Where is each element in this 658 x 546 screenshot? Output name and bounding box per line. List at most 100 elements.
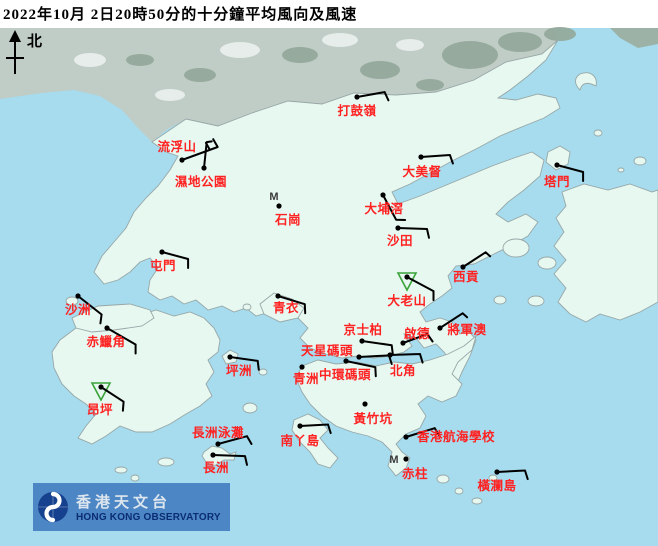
station-tates-cairn-triangle-marker xyxy=(396,272,418,292)
station-sha-chau-wind-barb xyxy=(77,295,103,325)
station-green-island-dot xyxy=(299,364,305,370)
station-shek-kong-label: 石崗 xyxy=(274,212,301,227)
station-ta-kwu-ling-dot xyxy=(354,94,360,100)
station-tseung-kwan-o-dot xyxy=(437,325,443,331)
station-wetland-park-label: 濕地公園 xyxy=(175,174,227,189)
station-tsing-yi-wind-barb xyxy=(277,295,307,315)
station-tates-cairn-label: 大老山 xyxy=(387,293,426,308)
station-cheung-chau-beach-label: 長洲泳灘 xyxy=(192,425,244,440)
station-central-pier-wind-barb xyxy=(345,360,377,378)
station-tai-mei-tuk-dot xyxy=(418,154,424,160)
station-star-ferry-pier-label: 天星碼頭 xyxy=(301,343,353,358)
station-cheung-chau-beach-dot xyxy=(215,441,221,447)
station-kings-park-wind-barb xyxy=(361,340,394,356)
tap-mun-island xyxy=(545,145,571,171)
station-peng-chau-label: 坪洲 xyxy=(226,364,252,378)
station-north-point-wind-barb xyxy=(389,353,424,364)
station-sha-chau-dot xyxy=(75,293,81,299)
station-tap-mun-label: 塔門 xyxy=(544,174,570,189)
station-tuen-mun-wind-barb xyxy=(161,251,190,269)
station-lau-fau-shan-label: 流浮山 xyxy=(157,139,196,154)
station-ngong-ping-wind-barb xyxy=(100,386,125,412)
station-tsing-yi-dot xyxy=(275,293,281,299)
station-stanley-dot xyxy=(403,456,409,462)
station-chek-lap-kok-dot xyxy=(104,325,110,331)
hko-logo-icon xyxy=(38,491,68,523)
station-cheung-chau-wind-barb xyxy=(212,454,248,466)
station-wetland-park-wind-barb xyxy=(203,140,213,169)
station-sha-tin-label: 沙田 xyxy=(387,234,413,248)
station-kai-tak-wind-barb xyxy=(402,333,434,344)
logo-english-name: HONG KONG OBSERVATORY xyxy=(76,512,221,523)
station-waglan-island-label: 橫瀾島 xyxy=(477,478,516,493)
station-tuen-mun-label: 屯門 xyxy=(150,258,176,273)
map-title: 2022年10月 2日20時50分的十分鐘平均風向及風速 xyxy=(3,7,358,23)
station-ta-kwu-ling-wind-barb xyxy=(356,91,390,102)
station-tuen-mun-dot xyxy=(159,249,165,255)
station-north-point-dot xyxy=(387,352,393,358)
station-hk-sea-school-label: 香港航海學校 xyxy=(416,429,495,444)
station-lamma-island-label: 南丫島 xyxy=(280,433,319,448)
station-kings-park-dot xyxy=(359,338,365,344)
station-north-point-label: 北角 xyxy=(390,363,416,378)
station-peng-chau-wind-barb xyxy=(229,356,260,371)
station-sai-kung-label: 西貢 xyxy=(453,270,479,284)
lantau-island xyxy=(51,309,221,445)
station-ngong-ping-triangle-marker xyxy=(90,382,112,402)
station-tai-mei-tuk-label: 大美督 xyxy=(402,164,441,179)
small-islands xyxy=(65,129,647,505)
station-wong-chuk-hang-dot xyxy=(362,401,368,407)
station-central-pier-label: 中環碼頭 xyxy=(319,367,371,382)
station-tates-cairn-dot xyxy=(404,274,410,280)
station-stanley-m-marker: M xyxy=(389,454,398,466)
station-tai-po-kau-wind-barb xyxy=(382,194,407,221)
station-chek-lap-kok-label: 赤鱲角 xyxy=(86,334,125,349)
ping-chau-island xyxy=(575,72,597,91)
station-tai-po-kau-dot xyxy=(380,192,386,198)
north-label: 北 xyxy=(27,33,42,50)
station-tsing-yi-label: 青衣 xyxy=(273,300,299,315)
station-cheung-chau-beach-wind-barb xyxy=(217,435,253,445)
logo-chinese-name: 香港天文台 xyxy=(76,495,172,511)
station-shek-kong-m-marker: M xyxy=(269,191,278,203)
station-green-island-label: 青洲 xyxy=(293,371,319,386)
station-hk-sea-school-wind-barb xyxy=(405,427,440,438)
station-tai-po-kau-label: 大埔滘 xyxy=(364,201,403,216)
lamma-island-shape xyxy=(291,413,339,469)
station-kai-tak-label: 啟德 xyxy=(404,326,430,341)
station-wetland-park-dot xyxy=(201,165,207,171)
station-kai-tak-dot xyxy=(400,340,406,346)
station-sha-tin-wind-barb xyxy=(397,227,430,239)
station-star-ferry-pier-dot xyxy=(356,354,362,360)
northeast-corner-land xyxy=(610,28,658,48)
station-wong-chuk-hang-label: 黃竹坑 xyxy=(352,411,392,426)
station-chek-lap-kok-wind-barb xyxy=(106,327,137,355)
station-tai-mei-tuk-wind-barb xyxy=(420,154,454,165)
station-sai-kung-dot xyxy=(460,264,466,270)
station-tates-cairn-wind-barb xyxy=(406,276,435,302)
sai-kung-east-landmass xyxy=(553,183,658,323)
station-waglan-island-dot xyxy=(494,469,500,475)
station-waglan-island-wind-barb xyxy=(496,469,529,481)
station-peng-chau-dot xyxy=(227,354,233,360)
station-central-pier-dot xyxy=(343,358,349,364)
station-kings-park-label: 京士柏 xyxy=(343,322,382,337)
hong-kong-island xyxy=(295,334,477,477)
station-cheung-chau-label: 長洲 xyxy=(203,460,229,475)
station-tseung-kwan-o-wind-barb xyxy=(439,312,469,329)
station-ngong-ping-dot xyxy=(98,384,104,390)
station-tap-mun-dot xyxy=(554,162,560,168)
station-lamma-island-wind-barb xyxy=(299,423,332,435)
station-tseung-kwan-o-label: 將軍澳 xyxy=(447,322,486,337)
station-cheung-chau-dot xyxy=(210,452,216,458)
shenzhen-urban-area xyxy=(0,27,658,142)
station-tap-mun-wind-barb xyxy=(556,164,585,182)
chek-lap-kok-airport-island xyxy=(71,303,155,333)
station-sha-tin-dot xyxy=(395,225,401,231)
station-sha-chau-label: 沙洲 xyxy=(65,303,91,317)
station-shek-kong-dot xyxy=(276,203,282,209)
station-sai-kung-wind-barb xyxy=(462,251,492,268)
station-lau-fau-shan-dot xyxy=(179,157,185,163)
